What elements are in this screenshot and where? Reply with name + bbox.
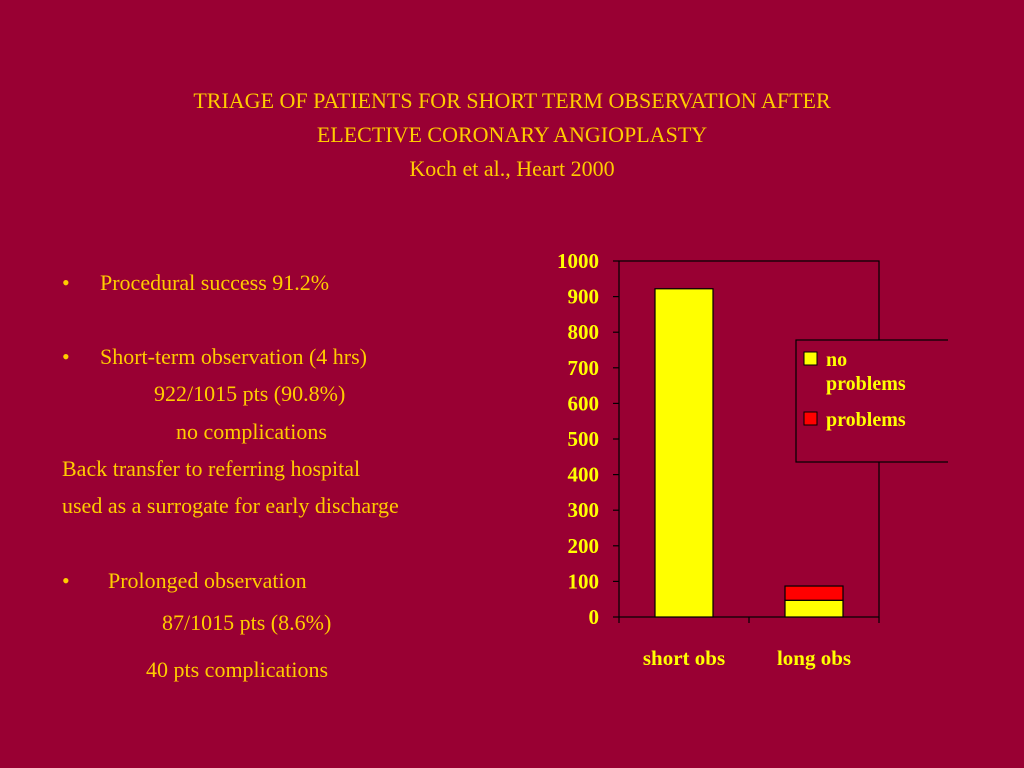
y-tick-label: 400 [568,463,600,487]
y-tick-label: 800 [568,320,600,344]
title-line-1: TRIAGE OF PATIENTS FOR SHORT TERM OBSERV… [193,88,831,113]
bullet-2-detail-3: Back transfer to referring hospital [62,456,361,481]
x-tick-label: short obs [643,646,725,670]
legend-label-problems: problems [826,409,906,431]
bullet-3-text: Prolonged observation [108,568,307,593]
bullet-2-marker: • [62,344,70,369]
slide-title: TRIAGE OF PATIENTS FOR SHORT TERM OBSERV… [0,84,1024,186]
bullet-2-detail-4: used as a surrogate for early discharge [62,493,399,518]
bullet-2-detail-2: no complications [176,419,327,444]
y-tick-label: 100 [568,569,600,593]
legend-box [795,339,948,463]
y-tick-label: 200 [568,534,600,558]
legend-label-problems-cont: problems [826,373,906,395]
bullet-3-detail-2: 40 pts complications [146,657,329,682]
legend-label-no: no [826,349,847,371]
bullet-2-detail-1: 922/1015 pts (90.8%) [154,381,346,406]
y-tick-label: 500 [568,427,600,451]
y-tick-label: 700 [568,356,600,380]
y-tick-label: 1000 [557,249,599,273]
bullet-1-marker: • [62,270,70,295]
y-tick-label: 900 [568,285,600,309]
legend-swatch-problems [803,411,818,426]
bar-no-problems [654,288,714,618]
y-tick-label: 0 [589,605,600,629]
legend-swatch-no-problems [803,351,818,366]
y-tick-label: 300 [568,498,600,522]
bullet-3-detail-1: 87/1015 pts (8.6%) [162,610,332,635]
bar-problems [784,585,844,601]
bullet-2-text: Short-term observation (4 hrs) [100,344,367,369]
bar-no-problems [784,599,844,618]
bullet-3-marker: • [62,568,70,593]
title-citation: Koch et al., Heart 2000 [409,156,615,181]
x-tick-label: long obs [777,646,851,670]
y-tick-label: 600 [568,391,600,415]
bullet-1-text: Procedural success 91.2% [100,270,330,295]
title-line-2: ELECTIVE CORONARY ANGIOPLASTY [316,122,708,147]
